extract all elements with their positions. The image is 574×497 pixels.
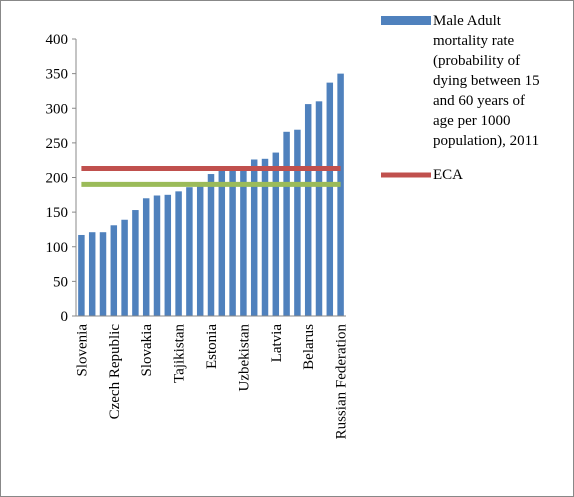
y-tick-label: 150: [46, 205, 69, 221]
bar: [164, 194, 172, 316]
bar: [142, 198, 150, 316]
x-tick-label: Czech Republic: [107, 324, 123, 420]
bar: [207, 174, 215, 316]
bar: [110, 225, 118, 316]
bar: [121, 219, 128, 316]
y-tick-label: 400: [46, 32, 69, 48]
bar: [153, 195, 161, 316]
legend-label: ECA: [433, 167, 463, 183]
bar: [186, 187, 193, 316]
bar: [78, 234, 85, 316]
legend-swatch: [381, 16, 431, 25]
bar: [261, 158, 269, 316]
bar: [272, 152, 280, 316]
x-tick-label: Tajikistan: [172, 324, 188, 383]
y-tick-label: 0: [61, 309, 69, 325]
y-tick-label: 100: [46, 240, 69, 256]
bar: [326, 82, 334, 316]
bar: [132, 210, 139, 316]
bar: [229, 168, 236, 316]
y-tick-label: 50: [53, 274, 68, 290]
bar: [315, 101, 323, 316]
bar: [196, 184, 204, 316]
x-tick-label: Uzbekistan: [236, 324, 252, 392]
x-tick-label: Russian Federation: [334, 324, 350, 440]
legend-label: Male Adult mortality rate (probability o…: [433, 13, 540, 149]
x-tick-label: Slovenia: [74, 324, 90, 377]
x-tick-label: Latvia: [269, 324, 285, 363]
x-tick-label: Belarus: [301, 324, 317, 370]
x-tick-label: Estonia: [204, 324, 220, 369]
bar: [337, 73, 344, 316]
bar: [88, 232, 96, 316]
bar: [304, 104, 312, 316]
bar: [240, 167, 247, 316]
bar: [218, 170, 226, 316]
bar: [175, 191, 182, 316]
y-tick-label: 250: [46, 136, 69, 152]
bar: [250, 159, 258, 316]
bar: [283, 131, 290, 316]
y-tick-label: 200: [46, 171, 69, 187]
bar: [294, 129, 301, 316]
bar: [99, 232, 107, 316]
x-tick-label: Slovakia: [139, 324, 155, 377]
y-tick-label: 350: [46, 67, 69, 83]
y-tick-label: 300: [46, 101, 69, 117]
